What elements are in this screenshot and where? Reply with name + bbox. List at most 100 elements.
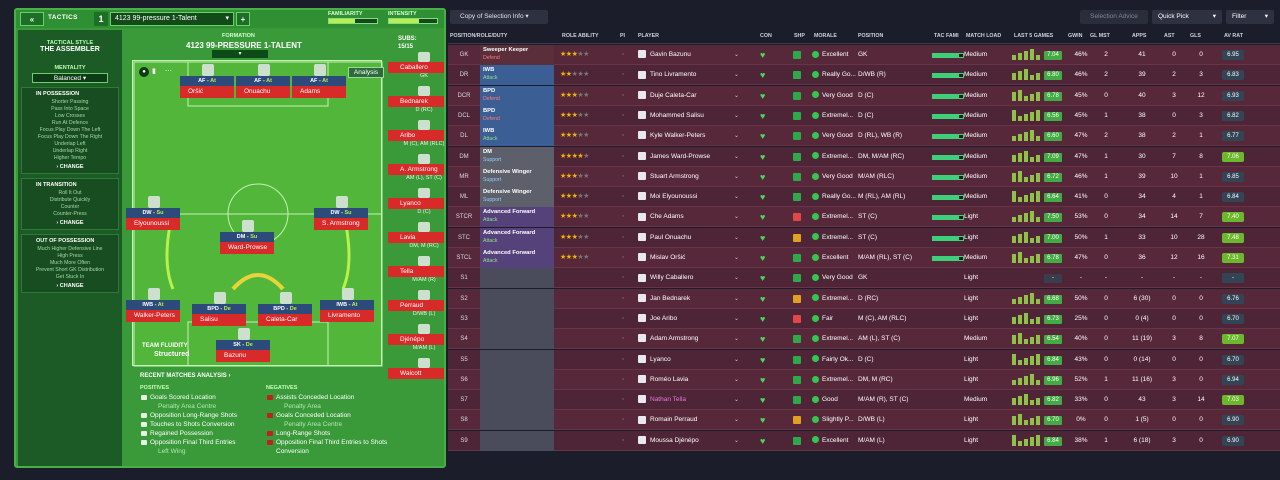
column-header[interactable]: MORALE bbox=[814, 33, 837, 39]
copy-selection-info-button[interactable]: Copy of Selection Info ▾ bbox=[450, 10, 548, 24]
pitch-player[interactable]: AF - At Oršić bbox=[180, 64, 234, 102]
row-role-select[interactable] bbox=[480, 430, 554, 451]
table-row[interactable]: S7 ◦ Nathan Tella ⌄ ♥ Good M/AM (R), ST (C) Med… bbox=[448, 390, 1280, 411]
pitch-player[interactable]: AF - At Adams bbox=[292, 64, 346, 102]
table-row[interactable]: GK Sweeper Keeper Defend ★★★★★ ◦ Gavin Bazunu… bbox=[448, 45, 1280, 65]
collapse-button[interactable]: « bbox=[20, 12, 44, 26]
sub-player[interactable]: A. Armstrong AM (L), ST (C) bbox=[388, 154, 444, 182]
column-header[interactable]: SHP bbox=[794, 33, 805, 39]
sub-player[interactable]: Tella M/AM (R) bbox=[388, 256, 444, 284]
row-role-select[interactable]: Defensive Winger Support bbox=[480, 187, 554, 208]
row-player[interactable]: Moi Elyounoussi ⌄ bbox=[638, 187, 748, 207]
row-player[interactable]: Roméo Lavia ⌄ bbox=[638, 370, 748, 390]
pitch-player[interactable]: DW - Su S. Armstrong bbox=[314, 196, 368, 234]
player-instructions-icon[interactable]: ◦ bbox=[622, 51, 625, 58]
player-instructions-icon[interactable]: ◦ bbox=[622, 132, 625, 140]
player-instructions-icon[interactable]: ◦ bbox=[622, 71, 625, 79]
column-header[interactable]: POSITION/ROLE/DUTY bbox=[450, 33, 508, 39]
table-row[interactable]: DCR BPD Defend ★★★★★ ◦ Duje Caleta-Car ⌄ ♥ Very … bbox=[448, 85, 1280, 106]
sub-player[interactable]: Caballero GK bbox=[388, 52, 444, 80]
sub-player[interactable]: Bednarek D (RC) bbox=[388, 86, 444, 114]
row-role-select[interactable]: Advanced Forward Attack bbox=[480, 248, 554, 268]
column-header[interactable]: GLS bbox=[1190, 33, 1201, 39]
filter-button[interactable]: Filter ▾ bbox=[1226, 10, 1274, 24]
column-header[interactable]: AV RAT bbox=[1224, 33, 1243, 39]
column-header[interactable]: AST bbox=[1164, 33, 1175, 39]
table-row[interactable]: S5 ◦ Lyanco ⌄ ♥ Fairly Ok... D (C) Light 6.84 43%… bbox=[448, 349, 1280, 370]
row-player[interactable]: Willy Caballero ⌄ bbox=[638, 268, 748, 288]
sub-player[interactable]: Lyanco D (C) bbox=[388, 188, 444, 216]
column-header[interactable]: ROLE ABILITY bbox=[562, 33, 599, 39]
player-instructions-icon[interactable]: ◦ bbox=[622, 375, 625, 383]
player-instructions-icon[interactable]: ◦ bbox=[622, 436, 625, 444]
row-player[interactable]: Mislav Oršić ⌄ bbox=[638, 248, 748, 268]
table-row[interactable]: S8 ◦ Romain Perraud ⌄ ♥ Slightly P... D/WB (L)… bbox=[448, 410, 1280, 431]
player-instructions-icon[interactable]: ◦ bbox=[622, 233, 625, 241]
row-role-select[interactable]: Defensive Winger Support bbox=[480, 166, 554, 187]
table-row[interactable]: STC Advanced Forward Attack ★★★★★ ◦ Paul Onua… bbox=[448, 227, 1280, 248]
row-role-select[interactable]: IWB Attack bbox=[480, 126, 554, 147]
row-role-select[interactable] bbox=[480, 410, 554, 431]
sub-player[interactable]: Walcott bbox=[388, 358, 444, 379]
player-instructions-icon[interactable]: ◦ bbox=[622, 152, 625, 160]
row-role-select[interactable]: IWB Attack bbox=[480, 65, 554, 86]
row-role-select[interactable]: BPD Defend bbox=[480, 85, 554, 106]
row-player[interactable]: Stuart Armstrong ⌄ bbox=[638, 167, 748, 187]
column-header[interactable]: CON bbox=[760, 33, 772, 39]
formation-select[interactable]: ▾ bbox=[212, 50, 268, 58]
row-player[interactable]: Gavin Bazunu ⌄ bbox=[638, 45, 748, 65]
table-row[interactable]: DCL BPD Defend ★★★★★ ◦ Mohammed Salisu ⌄ ♥ Extre… bbox=[448, 105, 1280, 126]
table-row[interactable]: S2 ◦ Jan Bednarek ⌄ ♥ Extremel... D (RC) Light 6… bbox=[448, 288, 1280, 309]
player-instructions-icon[interactable]: ◦ bbox=[622, 172, 625, 180]
row-role-select[interactable]: Sweeper Keeper Defend bbox=[480, 45, 554, 65]
in-transition-change-button[interactable]: › CHANGE bbox=[24, 220, 116, 226]
table-row[interactable]: S3 ◦ Joe Aribo ⌄ ♥ Fair M (C), AM (RLC) Light 6.… bbox=[448, 308, 1280, 329]
player-instructions-icon[interactable]: ◦ bbox=[622, 335, 625, 343]
row-player[interactable]: Nathan Tella ⌄ bbox=[638, 390, 748, 410]
row-player[interactable]: Romain Perraud ⌄ bbox=[638, 410, 748, 430]
pitch-player[interactable]: DM - Su Ward-Prowse bbox=[220, 220, 274, 258]
tactic-slot-number[interactable]: 1 bbox=[94, 12, 108, 26]
pitch-player[interactable]: AF - At Onuachu bbox=[236, 64, 290, 102]
player-instructions-icon[interactable]: ◦ bbox=[622, 355, 625, 363]
more-icon[interactable]: ⋯ bbox=[165, 68, 172, 75]
table-row[interactable]: STCR Advanced Forward Attack ★★★★★ ◦ Che Adam… bbox=[448, 207, 1280, 228]
pitch-player[interactable]: IWB - At Walker-Peters bbox=[126, 288, 180, 326]
row-role-select[interactable]: DM Support bbox=[480, 146, 554, 167]
row-player[interactable]: Lyanco ⌄ bbox=[638, 350, 748, 370]
table-row[interactable]: S1 ◦ Willy Caballero ⌄ ♥ Very Good GK Light - - - -… bbox=[448, 268, 1280, 289]
player-instructions-icon[interactable]: ◦ bbox=[622, 213, 625, 221]
sub-player[interactable]: Lavia DM, M (RC) bbox=[388, 222, 444, 250]
pitch-player[interactable]: DW - Su Elyounoussi bbox=[126, 196, 180, 234]
table-row[interactable]: S6 ◦ Roméo Lavia ⌄ ♥ Extremel... DM, M (RC) Lig… bbox=[448, 369, 1280, 390]
player-instructions-icon[interactable]: ◦ bbox=[622, 193, 625, 201]
add-tactic-button[interactable]: + bbox=[236, 12, 250, 26]
tactic-select[interactable]: 4123 99-pressure 1-Talent ▾ bbox=[110, 12, 234, 26]
out-of-possession-change-button[interactable]: › CHANGE bbox=[24, 283, 116, 289]
row-player[interactable]: Jan Bednarek ⌄ bbox=[638, 289, 748, 309]
pitch-player[interactable]: BPD - De Caleta-Car bbox=[258, 292, 312, 330]
column-header[interactable]: TAC FAMI bbox=[934, 33, 959, 39]
bar-chart-icon[interactable]: ▮ bbox=[152, 68, 156, 75]
column-header[interactable]: GWIN bbox=[1068, 33, 1083, 39]
column-header[interactable]: LAST 5 GAMES bbox=[1014, 33, 1054, 39]
player-instructions-icon[interactable]: ◦ bbox=[622, 416, 625, 424]
row-role-select[interactable] bbox=[480, 308, 554, 329]
row-player[interactable]: Duje Caleta-Car ⌄ bbox=[638, 86, 748, 106]
sub-player[interactable]: Djénépo M/AM (L) bbox=[388, 324, 444, 352]
row-role-select[interactable]: Advanced Forward Attack bbox=[480, 207, 554, 228]
table-row[interactable]: ML Defensive Winger Support ★★★★★ ◦ Moi Elyou… bbox=[448, 187, 1280, 208]
selection-advice-button[interactable]: Selection Advice bbox=[1080, 10, 1148, 24]
column-header[interactable]: POSITION bbox=[858, 33, 884, 39]
eye-icon[interactable]: ● bbox=[139, 67, 149, 77]
column-header[interactable]: PI bbox=[620, 33, 626, 39]
player-instructions-icon[interactable]: ◦ bbox=[622, 294, 625, 302]
column-header[interactable]: APPS bbox=[1132, 33, 1147, 39]
sub-player[interactable]: Perraud D/WB (L) bbox=[388, 290, 444, 318]
row-player[interactable]: Che Adams ⌄ bbox=[638, 207, 748, 227]
analysis-button[interactable]: Analysis bbox=[348, 67, 384, 78]
table-row[interactable]: DM DM Support ★★★★★ ◦ James Ward-Prowse ⌄ ♥ Extr… bbox=[448, 146, 1280, 167]
pitch-player[interactable]: IWB - At Livramento bbox=[320, 288, 374, 326]
in-possession-change-button[interactable]: › CHANGE bbox=[24, 164, 116, 170]
row-player[interactable]: Paul Onuachu ⌄ bbox=[638, 228, 748, 248]
